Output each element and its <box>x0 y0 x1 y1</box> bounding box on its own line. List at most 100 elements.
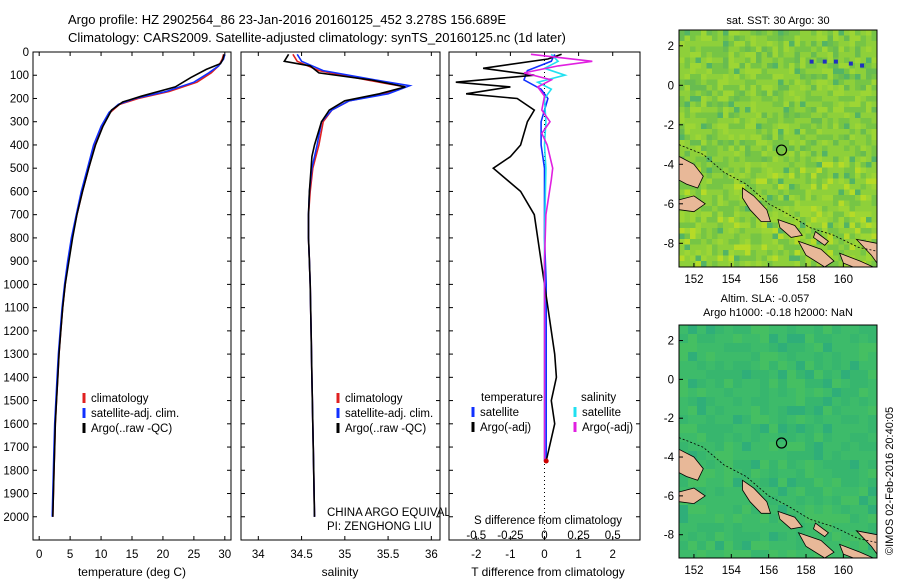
x-axis-label: T difference from climatology <box>471 565 625 579</box>
x-tick-label: 1 <box>575 549 581 561</box>
pi-annotation: PI: ZENGHONG LIU <box>327 521 432 533</box>
legend-header-salinity: salinity <box>581 392 616 404</box>
y-tick-label: 0 <box>668 80 674 92</box>
land-mass <box>813 230 829 246</box>
x-tick-label: 35 <box>338 549 351 561</box>
imos-credit: ©IMOS 02-Feb-2016 20:40:05 <box>884 407 896 555</box>
y-tick-label: -4 <box>664 452 675 464</box>
y-tick-label: 1500 <box>3 396 29 408</box>
y-tick-label: -6 <box>664 199 674 211</box>
x-tick-label: 156 <box>759 565 778 577</box>
top-x-tick-label: -0.5 <box>466 530 486 542</box>
x-tick-label: 34 <box>252 549 265 561</box>
top-x-tick-label: 0.25 <box>567 530 589 542</box>
sst-marker-pixel <box>833 59 838 64</box>
x-tick-label: 152 <box>684 565 703 577</box>
map-frame <box>678 324 878 559</box>
x-tick-label: 25 <box>187 549 200 561</box>
y-tick-label: 0 <box>23 47 29 59</box>
x-tick-label: 30 <box>218 549 231 561</box>
x-axis-label: salinity <box>322 565 359 579</box>
y-tick-label: 0 <box>668 374 674 386</box>
y-tick-label: 200 <box>10 93 29 105</box>
y-tick-label: 1800 <box>3 465 29 477</box>
legend-label: climatology <box>345 393 403 405</box>
y-tick-label: 2 <box>668 336 674 348</box>
y-tick-label: 1700 <box>3 442 29 454</box>
temperature-panel: 0100200300400500600700800900100011001200… <box>3 47 232 579</box>
legend-header-temperature: temperature <box>481 392 543 404</box>
map-field <box>679 325 877 558</box>
argo-location-marker <box>775 437 788 449</box>
land-mass <box>855 530 877 555</box>
y-tick-label: 1100 <box>4 303 29 315</box>
legend-label: Argo(-adj) <box>480 422 531 434</box>
land-mass <box>679 155 704 189</box>
top-x-tick-label: 0 <box>541 530 547 542</box>
y-tick-label: 900 <box>10 256 29 268</box>
top-x-tick-label: 0.5 <box>605 530 621 542</box>
x-tick-label: 0 <box>541 549 547 561</box>
y-tick-label: -6 <box>664 491 674 503</box>
y-tick-label: 1000 <box>3 279 29 291</box>
land-mass <box>679 487 706 505</box>
argo-location-marker <box>775 144 788 156</box>
salinity-panel: 34 34.5 35 35.5 36 climatology satellite-adj. … <box>240 51 474 579</box>
y-tick-label: 700 <box>10 210 29 222</box>
x-tick-label: -2 <box>471 549 481 561</box>
land-mass <box>679 195 706 213</box>
land-mass <box>797 240 835 267</box>
x-tick-label: 2 <box>610 549 616 561</box>
land-mass <box>855 238 877 264</box>
series-line <box>52 54 225 517</box>
top-x-tick-label: -0.25 <box>497 530 523 542</box>
sst-map-panel: 152 154 156 158 160 -8 -6 -4 -2 0 2 sat. SST: 30 Ar… <box>664 15 878 286</box>
land-mass <box>742 187 772 222</box>
land-mass <box>777 218 804 238</box>
y-tick-label: 500 <box>10 163 29 175</box>
x-axis-label: temperature (deg C) <box>78 565 186 579</box>
x-tick-label: 10 <box>95 549 108 561</box>
x-tick-label: 0 <box>36 549 42 561</box>
y-tick-label: -4 <box>664 159 675 171</box>
y-tick-label: -8 <box>664 530 674 542</box>
legend-label: Argo(..raw -QC) <box>91 423 172 435</box>
land-mass <box>838 543 875 558</box>
legend-label: satellite <box>582 407 621 419</box>
land-mass <box>813 522 830 538</box>
x-tick-label: 154 <box>722 274 742 286</box>
series-line <box>455 53 562 462</box>
y-tick-label: -2 <box>664 120 674 132</box>
x-tick-label: 152 <box>684 274 703 286</box>
sst-marker-pixel <box>848 61 853 66</box>
y-tick-label: 300 <box>10 117 29 129</box>
sst-marker-pixel <box>809 59 814 64</box>
land-mass <box>679 448 704 481</box>
legend-label: satellite <box>480 407 519 419</box>
land-mass <box>797 532 835 558</box>
float-annotation: CHINA ARGO EQUIVALENT <box>327 507 474 519</box>
x-tick-label: 35.5 <box>377 549 399 561</box>
sst-map-title: sat. SST: 30 Argo: 30 <box>726 15 829 27</box>
map-frame <box>678 29 878 268</box>
x-tick-label: 160 <box>834 274 853 286</box>
x-tick-label: 15 <box>126 549 139 561</box>
sla-map-panel: 152 154 156 158 160 -8 -6 -4 -2 0 2 Altim. SLA: -0.… <box>664 293 878 577</box>
y-tick-label: 1600 <box>3 419 29 431</box>
x-tick-label: 156 <box>759 274 778 286</box>
profile-end-marker <box>543 458 549 464</box>
legend-label: satellite-adj. clim. <box>345 408 433 420</box>
x-tick-label: 160 <box>834 565 853 577</box>
x-tick-label: 158 <box>796 274 815 286</box>
legend-label: climatology <box>91 393 149 405</box>
legend-label: Argo(..raw -QC) <box>345 423 426 435</box>
y-tick-label: 600 <box>10 186 29 198</box>
y-tick-label: 1300 <box>3 349 29 361</box>
series-line <box>283 53 406 517</box>
x-tick-label: 20 <box>157 549 170 561</box>
sst-marker-pixel <box>822 59 827 64</box>
land-mass <box>838 252 875 267</box>
y-tick-label: 1900 <box>3 489 29 501</box>
land-mass <box>742 479 772 514</box>
